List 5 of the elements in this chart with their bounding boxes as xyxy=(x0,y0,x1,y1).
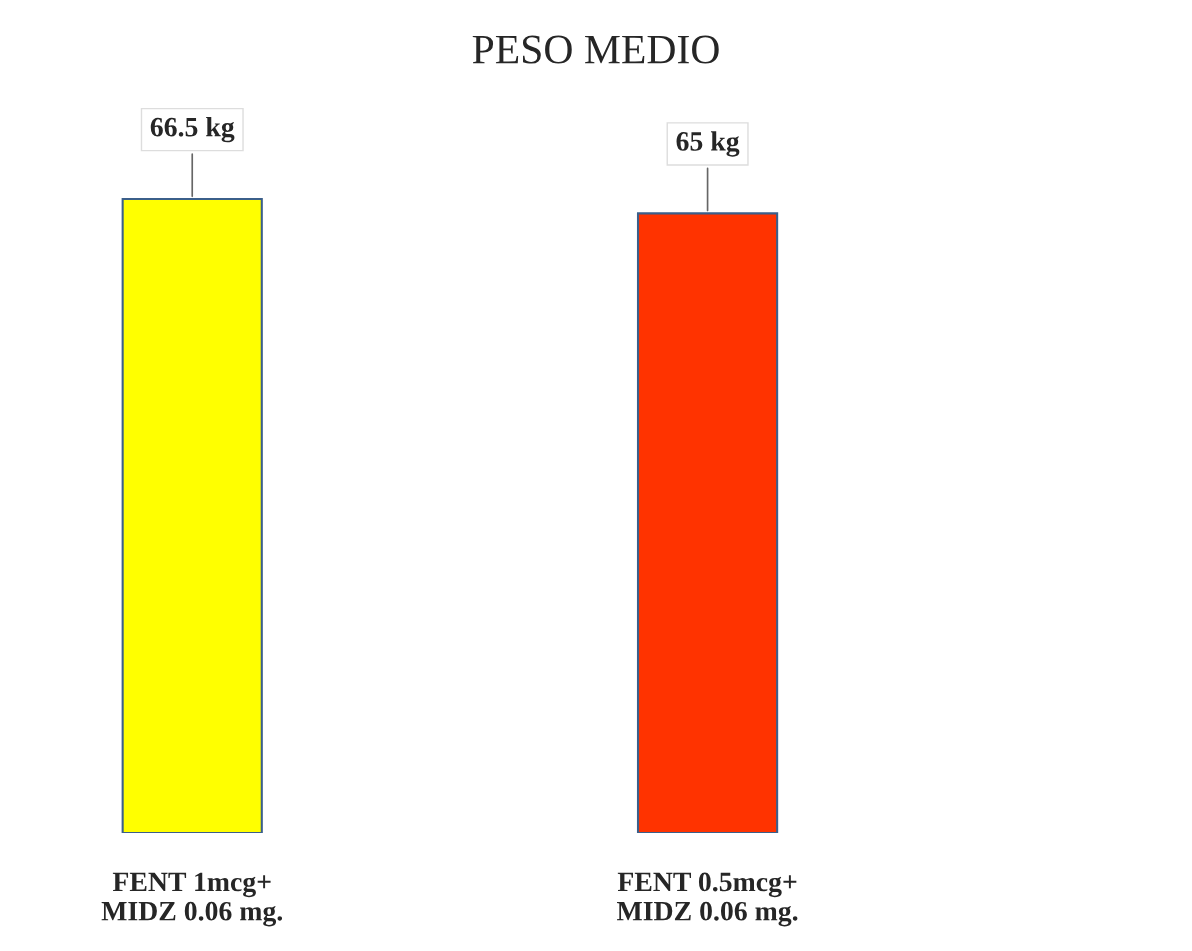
x-tick-label: FENT 1mcg+ MIDZ 0.06 mg. xyxy=(101,872,283,927)
data-label: 66.5 kg xyxy=(150,116,235,143)
data-label: 65 kg xyxy=(676,131,740,157)
x-tick-label: FENT 0.5mcg+ MIDZ 0.06 mg. xyxy=(617,872,798,927)
chart-title: PESO MEDIO xyxy=(472,35,719,64)
